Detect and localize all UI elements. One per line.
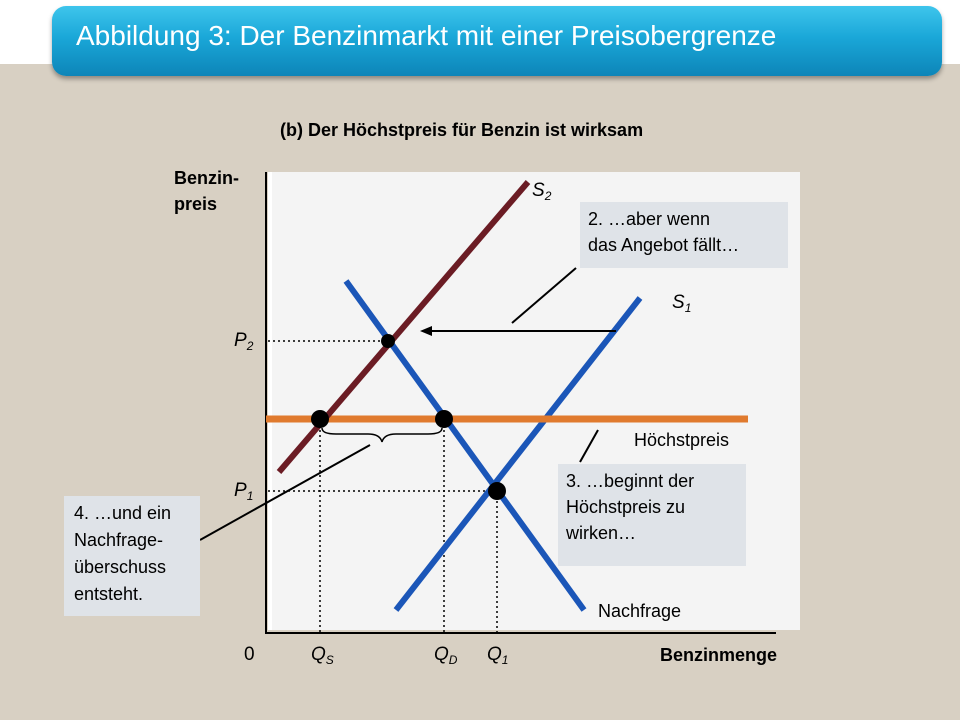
y-axis-label-line1: Benzin- — [174, 168, 239, 188]
callout-supply-falls: 2. …aber wenn das Angebot fällt… — [580, 202, 788, 268]
callout3-line1: 3. …beginnt der — [566, 471, 695, 491]
supply-s1-curve — [393, 296, 643, 612]
callout3-pointer — [579, 429, 599, 463]
callout2-pointer — [511, 267, 577, 324]
callout4-line3: überschuss — [74, 557, 167, 577]
tick-qs: QS — [311, 644, 334, 667]
callout3-line3: wirken… — [566, 523, 637, 543]
callout3-line2: Höchstpreis zu — [566, 497, 686, 517]
callout4-line2: Nachfrage- — [74, 530, 164, 550]
shortage-brace — [321, 427, 443, 443]
curve-label-s2: S2 — [532, 180, 552, 203]
equilibrium-point-new — [381, 334, 395, 348]
callout4-line4: entsteht. — [74, 584, 144, 604]
x-axis-label: Benzinmenge — [660, 645, 778, 665]
curve-label-demand: Nachfrage — [598, 601, 682, 621]
diagram-subtitle: (b) Der Höchstpreis für Benzin ist wirks… — [280, 120, 644, 140]
quantity-supplied-point — [311, 410, 329, 428]
supply-s2-curve — [276, 180, 531, 474]
slide-title: Abbildung 3: Der Benzinmarkt mit einer P… — [76, 20, 777, 51]
tick-qd: QD — [434, 644, 458, 667]
callout2-line1: 2. …aber wenn — [588, 209, 711, 229]
curve-label-ceiling: Höchstpreis — [634, 430, 730, 450]
equilibrium-point-original — [488, 482, 506, 500]
tick-q1: Q1 — [487, 644, 509, 667]
callout4-pointer — [199, 444, 371, 541]
tick-p2: P2 — [234, 330, 254, 353]
supply-shift-arrowhead — [420, 326, 432, 336]
tick-p1: P1 — [234, 480, 254, 503]
title-bar — [52, 6, 942, 76]
y-axis-label-line2: preis — [174, 194, 218, 214]
quantity-demanded-point — [435, 410, 453, 428]
callout2-line2: das Angebot fällt… — [588, 235, 740, 255]
callout4-line1: 4. …und ein — [74, 503, 172, 523]
callout-ceiling-binds: 3. …beginnt der Höchstpreis zu wirken… — [558, 464, 746, 566]
curve-label-s1: S1 — [672, 292, 692, 315]
origin-label: 0 — [244, 644, 255, 665]
callout-shortage: 4. …und ein Nachfrage- überschuss entste… — [64, 496, 200, 616]
